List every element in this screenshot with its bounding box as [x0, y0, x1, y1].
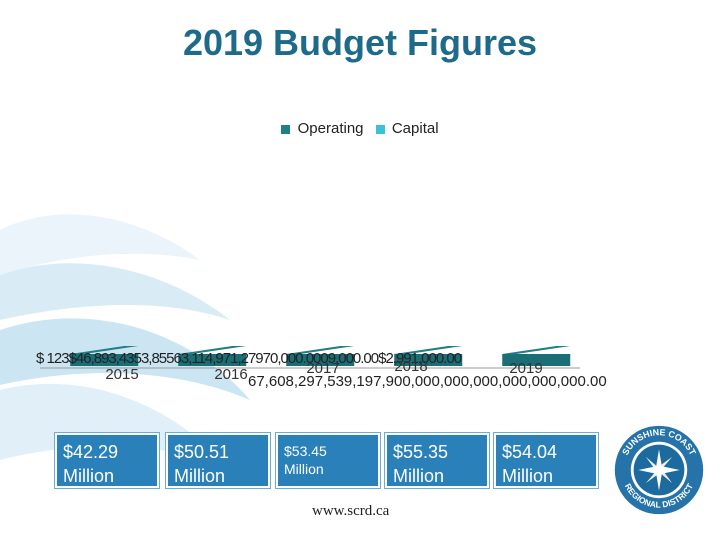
chart-legend: Operating Capital	[0, 120, 720, 137]
scrd-logo: SUNSHINE COAST REGIONAL DISTRICT	[614, 425, 704, 515]
total-unit: Million	[63, 466, 115, 486]
total-unit: Million	[502, 466, 554, 486]
x-tick-label-2015: 2015	[105, 366, 139, 383]
total-amount: $50.51	[174, 442, 230, 462]
x-tick-label-2017: 2017	[306, 360, 340, 377]
total-amount: $42.29	[63, 442, 119, 462]
x-tick-label-2016: 2016	[214, 366, 248, 383]
bar-2017	[286, 346, 355, 354]
total-unit: Million	[393, 466, 445, 486]
total-amount: $55.35	[393, 442, 449, 462]
bar-2019	[502, 346, 571, 354]
total-unit: Million	[284, 461, 324, 477]
bar-face-2015	[70, 354, 139, 366]
total-amount: $54.04	[502, 442, 558, 462]
overlapping-data-labels: $ 123$46,893,4353,85563,114,971,27970,00…	[36, 350, 462, 367]
legend-item-capital: Capital	[375, 120, 439, 137]
overflow-data-labels: 67,608,297,539,197,900,000,000,000,000,0…	[248, 373, 607, 390]
bar-2018	[394, 346, 463, 354]
legend-label-operating: Operating	[297, 120, 364, 137]
total-box-2018: $55.35 Million	[385, 433, 489, 488]
bar-face-2016	[178, 354, 247, 366]
total-box-2019: $54.04 Million	[494, 433, 598, 488]
bar-2015	[70, 346, 139, 354]
legend-item-operating: Operating	[281, 120, 364, 137]
x-tick-label-2019: 2019	[509, 360, 543, 377]
total-unit: Million	[174, 466, 226, 486]
legend-swatch-operating	[281, 124, 291, 134]
bar-face-2018	[394, 354, 463, 366]
total-box-2017: $53.45 Million	[276, 433, 380, 488]
total-box-2015: $42.29 Million	[55, 433, 159, 488]
website-url: www.scrd.ca	[312, 503, 390, 519]
bar-face-2017	[286, 354, 355, 366]
bar-face-2019	[502, 354, 571, 366]
x-tick-label-2018: 2018	[394, 358, 428, 375]
legend-swatch-capital	[375, 124, 385, 134]
total-amount: $53.45	[284, 443, 327, 459]
total-box-2016: $50.51 Million	[166, 433, 270, 488]
slide-title: 2019 Budget Figures	[182, 22, 538, 63]
bar-2016	[178, 346, 247, 354]
legend-label-capital: Capital	[391, 120, 439, 137]
